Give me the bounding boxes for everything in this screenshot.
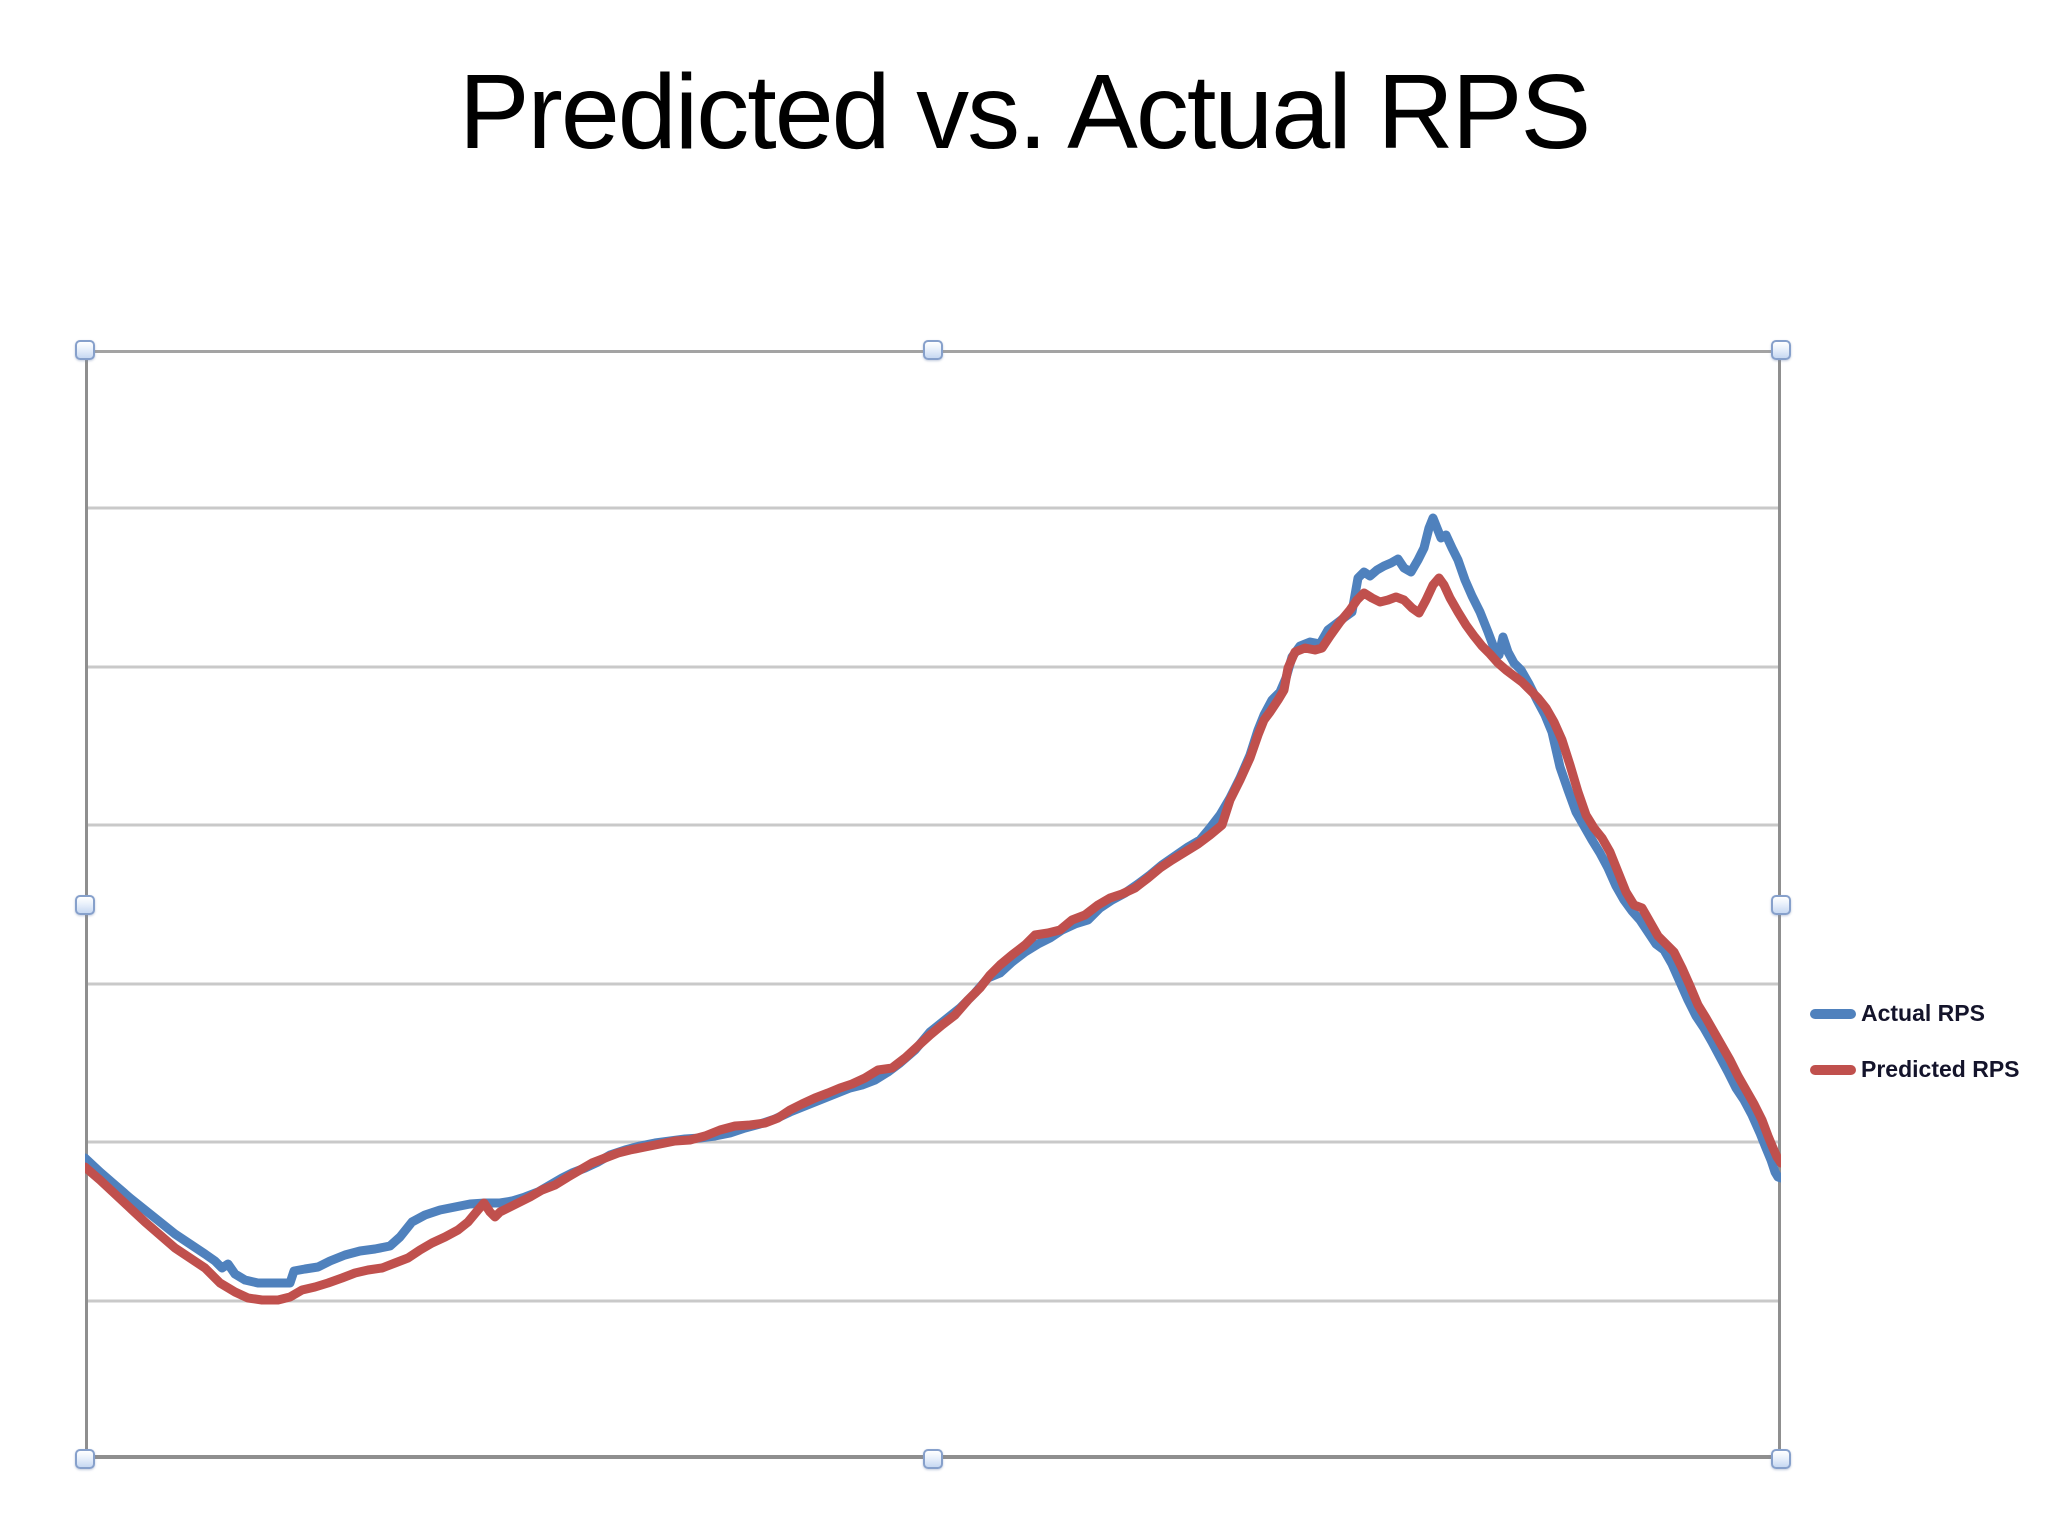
resize-handle-sw[interactable]	[75, 1449, 95, 1469]
series-line-predicted-rps[interactable]	[85, 573, 1781, 1305]
legend-item[interactable]: Predicted RPS	[1810, 1056, 2020, 1083]
resize-handle-n[interactable]	[923, 340, 943, 360]
chart-object[interactable]	[75, 340, 1791, 1469]
legend-label: Predicted RPS	[1861, 1056, 2020, 1082]
resize-handle-w[interactable]	[75, 894, 95, 915]
legend-swatch-icon	[1810, 1064, 1856, 1075]
resize-handle-s[interactable]	[923, 1449, 943, 1469]
legend-label: Actual RPS	[1861, 1000, 1985, 1026]
resize-handle-nw[interactable]	[75, 340, 95, 360]
resize-handle-ne[interactable]	[1771, 340, 1791, 360]
chart-legend[interactable]: Actual RPS Predicted RPS	[1810, 1000, 2020, 1112]
resize-handle-se[interactable]	[1771, 1449, 1791, 1469]
chart-plot-area[interactable]	[85, 350, 1781, 1459]
legend-item[interactable]: Actual RPS	[1810, 1000, 2020, 1027]
legend-swatch-icon	[1810, 1008, 1856, 1019]
resize-handle-e[interactable]	[1771, 894, 1791, 915]
series-line-actual-rps[interactable]	[85, 513, 1781, 1288]
chart-title[interactable]: Predicted vs. Actual RPS	[458, 53, 1591, 171]
